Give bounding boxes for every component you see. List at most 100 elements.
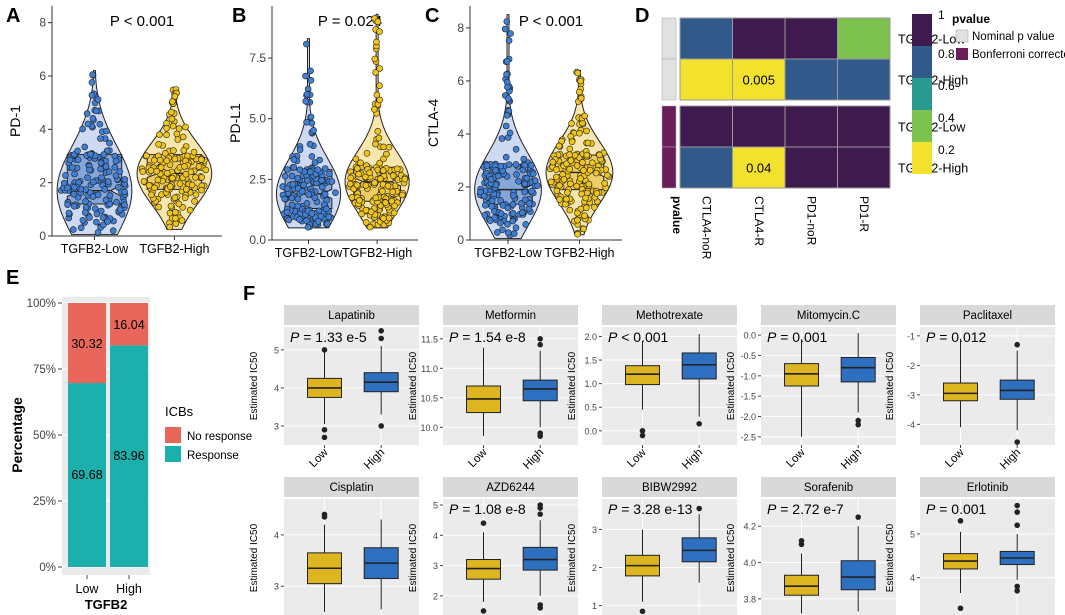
- point-low: [502, 153, 510, 161]
- legend-swatch-bonferroni: [956, 48, 968, 60]
- y-tick-label: 50%: [33, 430, 56, 442]
- point-low: [502, 122, 510, 130]
- point-high: [166, 209, 174, 217]
- point-low: [101, 186, 109, 193]
- point-high: [589, 159, 596, 167]
- point-high: [166, 223, 173, 231]
- point-low: [305, 191, 313, 198]
- outlier-low: [957, 518, 964, 524]
- point-low: [488, 197, 496, 205]
- point-high: [198, 156, 205, 163]
- y-tick-label: 1.0: [584, 379, 597, 389]
- y-axis-label: CTLA-4: [425, 99, 441, 147]
- heatmap-cell: [679, 105, 733, 148]
- point-low: [116, 168, 123, 175]
- y-tick-label: -3: [907, 390, 915, 400]
- y-tick-label: 4: [39, 122, 46, 136]
- x-axis-label: TGFB2: [85, 597, 128, 612]
- point-high: [393, 165, 401, 173]
- row-group-annotation: [661, 58, 677, 101]
- point-low: [93, 218, 100, 226]
- colorbar-segment: [912, 78, 932, 110]
- outlier-low: [480, 608, 487, 614]
- point-high: [163, 125, 170, 132]
- point-low: [112, 172, 120, 179]
- point-high: [555, 142, 563, 150]
- point-high: [547, 178, 555, 186]
- point-high: [586, 166, 594, 174]
- y-axis-label: Estimated IC50: [567, 351, 578, 420]
- point-high: [564, 189, 571, 196]
- point-high: [385, 143, 393, 151]
- point-low: [86, 214, 93, 221]
- bar-no-response: [68, 303, 106, 384]
- point-low: [505, 37, 513, 44]
- y-tick-label: 2.0: [584, 332, 597, 342]
- colorbar-segment: [912, 14, 932, 46]
- point-low: [504, 95, 512, 102]
- outlier-low: [957, 605, 964, 612]
- point-low: [285, 216, 293, 224]
- point-low: [496, 219, 504, 227]
- ic50-panel-mitomycin-c: Mitomycin.C 0.0 -0.5 -1.0 -1.5 -2.0 -2.5 P = 0.…: [726, 305, 896, 472]
- p-value-text: = 0.001: [776, 329, 827, 345]
- y-tick-label: 3: [274, 421, 279, 431]
- outlier-high: [1014, 509, 1020, 515]
- row-group-annotation: [661, 146, 677, 189]
- point-high: [163, 157, 171, 164]
- point-high: [568, 138, 576, 145]
- point-low: [106, 139, 113, 147]
- outlier-low: [798, 537, 805, 544]
- point-low: [290, 156, 298, 163]
- point-high: [596, 151, 603, 159]
- p-value-text: = 3.28 e-13: [617, 501, 692, 517]
- panel-label-d: D: [635, 5, 649, 27]
- point-low: [79, 217, 87, 224]
- point-high: [582, 204, 590, 212]
- point-low: [90, 178, 97, 186]
- y-axis-label: Estimated IC50: [885, 351, 896, 420]
- panel-strip: [761, 477, 896, 497]
- value-label-response: 83.96: [113, 449, 144, 463]
- x-tick-label: High: [521, 447, 546, 472]
- point-high: [198, 174, 206, 181]
- point-high: [191, 198, 198, 205]
- point-high: [389, 188, 397, 196]
- ic50-panel-paclitaxel: Paclitaxel -1 -2 -3 -4 P = 0.012 Low High Estima…: [885, 305, 1055, 472]
- ic50-panel-metformin: Metformin 10.0 10.5 11.0 11.5 P = 1.54 e-8 Low…: [408, 305, 578, 472]
- point-high: [375, 134, 383, 142]
- point-high: [566, 165, 574, 173]
- point-low: [486, 217, 494, 224]
- heatmap-cell: [732, 17, 786, 60]
- colorbar-tick-label: 0.4: [938, 111, 955, 125]
- y-tick-label: 5: [910, 529, 915, 539]
- x-tick-label: High: [362, 447, 387, 472]
- p-symbol: P: [449, 329, 459, 345]
- point-low: [65, 209, 73, 217]
- point-high: [362, 219, 370, 226]
- panel-title: Lapatinib: [328, 310, 375, 322]
- point-high: [188, 181, 196, 189]
- point-high: [552, 166, 560, 173]
- point-low: [509, 210, 517, 217]
- legend-swatch-response: [165, 446, 181, 462]
- panel-title: BIBW2992: [642, 482, 697, 494]
- heatmap-cell: [784, 105, 838, 148]
- point-low: [296, 216, 303, 223]
- p-value-text: < 0.001: [617, 329, 668, 345]
- point-low: [307, 168, 314, 176]
- box-low: [943, 382, 978, 402]
- point-low: [294, 175, 302, 182]
- point-low: [513, 171, 520, 178]
- point-low: [93, 107, 100, 115]
- x-tick-label: High: [680, 447, 705, 472]
- point-high: [371, 55, 379, 63]
- p-symbol: P: [290, 329, 300, 345]
- x-tick-label: TGFB2-Low: [275, 246, 343, 260]
- point-high: [592, 169, 600, 177]
- point-low: [521, 180, 529, 188]
- point-high: [552, 173, 560, 181]
- point-low: [97, 159, 105, 167]
- point-high: [376, 159, 384, 167]
